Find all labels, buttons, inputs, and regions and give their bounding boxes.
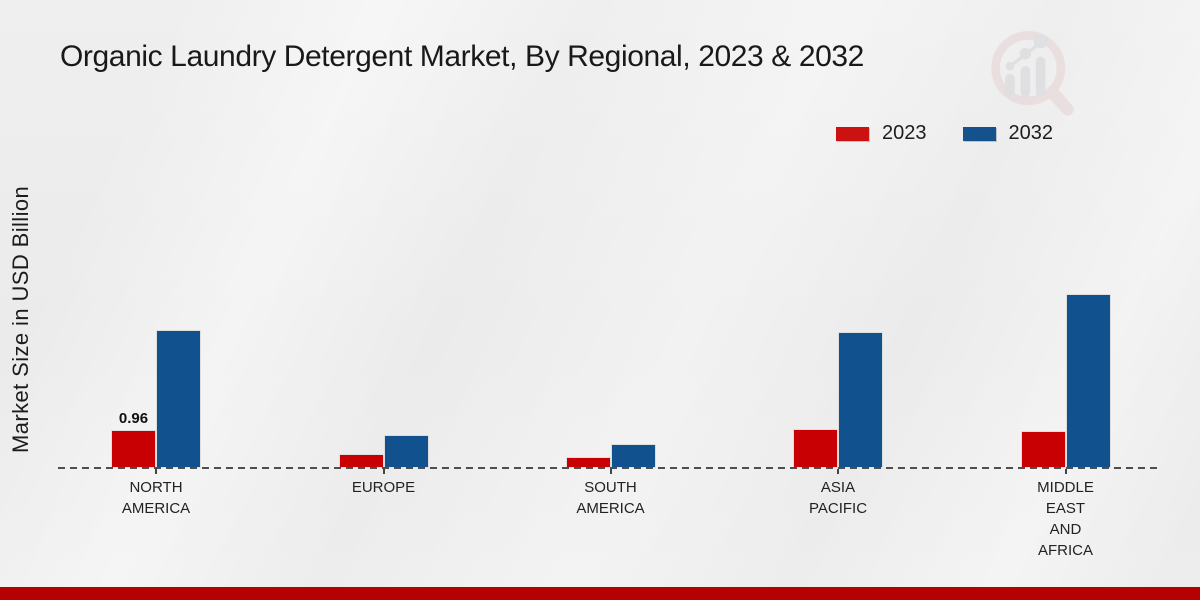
bar-value-label: 0.96 [118,410,149,427]
x-axis-tick [837,469,839,474]
bar-2032-category-4 [1065,294,1111,468]
x-axis-category-label: SOUTH AMERICA [576,479,645,517]
bar-2023-category-4 [1020,431,1066,468]
x-axis-tick [1064,469,1067,474]
footer-accent-bar [0,587,1200,600]
x-axis-dashed-baseline [58,467,1158,469]
bar-2023-category-3 [793,429,838,468]
bar-2032-category-0 [156,330,201,468]
bar-2023-category-0 [111,430,156,468]
legend-label-2032: 2032 [1008,122,1054,144]
legend: 2023 2032 [836,122,1053,145]
bar-2032-category-2 [610,444,656,468]
bar-2032-category-1 [383,435,429,468]
legend-swatch-2023 [836,126,869,141]
x-axis-category-label: ASIA PACIFIC [808,479,868,517]
bar-2032-category-3 [838,332,883,468]
legend-item-2023: 2023 [836,122,927,145]
x-axis-category-label: EUROPE [351,479,416,496]
chart-title: Organic Laundry Detergent Market, By Reg… [60,40,864,73]
x-axis-category-label: NORTH AMERICA [121,479,191,517]
legend-label-2023: 2023 [882,122,927,144]
magnifier-growth-chart-logo-icon [991,31,1074,116]
legend-swatch-2032 [962,126,996,141]
x-axis-tick [155,469,157,474]
x-axis-tick [609,469,612,474]
legend-item-2032: 2032 [962,122,1054,145]
bar-2023-category-1 [338,454,384,468]
x-axis-category-label: MIDDLE EAST AND AFRICA [1037,479,1094,559]
x-axis-tick [382,469,385,474]
